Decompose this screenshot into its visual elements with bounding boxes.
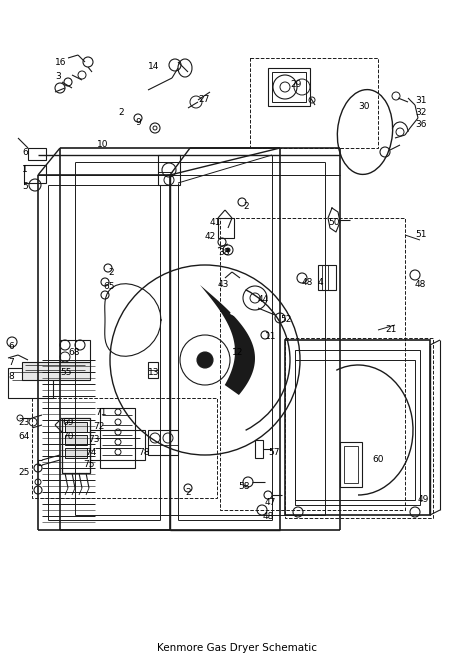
- Text: 21: 21: [385, 325, 396, 334]
- Bar: [8, 368, 53, 398]
- PathPatch shape: [200, 285, 255, 395]
- Bar: [318, 265, 336, 290]
- Text: 52: 52: [280, 315, 292, 324]
- Bar: [22, 362, 90, 380]
- Bar: [344, 446, 358, 483]
- Circle shape: [226, 248, 230, 252]
- Text: 31: 31: [415, 96, 427, 105]
- Text: 38: 38: [218, 248, 229, 257]
- Text: 7: 7: [8, 358, 14, 367]
- Bar: [158, 155, 180, 185]
- Text: 71: 71: [95, 408, 107, 417]
- Text: 48: 48: [263, 512, 274, 521]
- Text: 8: 8: [8, 372, 14, 381]
- Bar: [218, 218, 234, 238]
- Text: 42: 42: [205, 232, 216, 241]
- Bar: [295, 350, 420, 505]
- Text: 48: 48: [415, 280, 427, 289]
- Bar: [285, 338, 433, 518]
- Text: 44: 44: [258, 295, 269, 304]
- Text: 9: 9: [135, 118, 141, 127]
- Text: 57: 57: [268, 448, 280, 457]
- Bar: [255, 440, 263, 458]
- Text: 75: 75: [83, 460, 94, 469]
- Text: 25: 25: [18, 468, 29, 477]
- Text: 65: 65: [103, 282, 115, 291]
- Text: 43: 43: [218, 280, 229, 289]
- Circle shape: [197, 352, 213, 368]
- Text: 72: 72: [93, 422, 104, 431]
- Text: 2: 2: [108, 268, 114, 277]
- Text: 32: 32: [415, 108, 427, 117]
- Bar: [28, 148, 46, 160]
- Text: 11: 11: [265, 332, 276, 341]
- Text: 64: 64: [18, 432, 29, 441]
- Bar: [65, 422, 87, 432]
- Text: 50: 50: [328, 218, 339, 227]
- Text: 5: 5: [22, 182, 28, 191]
- Text: 6: 6: [8, 342, 14, 351]
- Bar: [250, 58, 378, 148]
- Bar: [62, 418, 90, 473]
- Text: 41: 41: [210, 218, 221, 227]
- Text: 2: 2: [118, 108, 124, 117]
- Text: 30: 30: [358, 102, 370, 111]
- Text: 14: 14: [148, 62, 159, 71]
- Text: 4: 4: [318, 278, 324, 287]
- Text: 49: 49: [418, 495, 429, 504]
- Text: 70: 70: [62, 432, 73, 441]
- Text: Kenmore Gas Dryer Schematic: Kenmore Gas Dryer Schematic: [157, 643, 317, 653]
- Text: 13: 13: [148, 368, 159, 377]
- Text: 48: 48: [302, 278, 313, 287]
- Text: 47: 47: [265, 498, 276, 507]
- Bar: [32, 398, 217, 498]
- Text: 36: 36: [415, 120, 427, 129]
- Text: 16: 16: [55, 58, 66, 67]
- Text: 69: 69: [62, 418, 73, 427]
- Text: 6: 6: [22, 148, 28, 157]
- Bar: [65, 435, 87, 445]
- Text: 73: 73: [88, 435, 100, 444]
- Bar: [285, 340, 430, 515]
- Bar: [295, 360, 415, 500]
- Text: 60: 60: [372, 455, 383, 464]
- Bar: [100, 408, 135, 468]
- Text: 68: 68: [68, 348, 80, 357]
- Bar: [148, 430, 178, 455]
- Bar: [340, 442, 362, 487]
- Bar: [90, 430, 145, 460]
- Text: 58: 58: [238, 482, 249, 491]
- Bar: [60, 340, 90, 362]
- Text: 78: 78: [138, 448, 149, 457]
- Text: 12: 12: [232, 348, 243, 357]
- Text: 23: 23: [18, 418, 29, 427]
- Bar: [148, 362, 158, 378]
- Text: 2: 2: [185, 488, 191, 497]
- Text: 2: 2: [243, 202, 249, 211]
- Text: 74: 74: [85, 448, 96, 457]
- Text: 3: 3: [55, 72, 61, 81]
- Text: 55: 55: [60, 368, 72, 377]
- Text: 1: 1: [22, 165, 28, 174]
- Bar: [24, 165, 46, 183]
- Text: 27: 27: [198, 95, 210, 104]
- Text: 10: 10: [97, 140, 109, 149]
- Bar: [65, 448, 87, 458]
- Bar: [272, 72, 306, 102]
- Bar: [220, 218, 405, 510]
- Bar: [268, 68, 310, 106]
- Text: 51: 51: [415, 230, 427, 239]
- Text: 29: 29: [290, 80, 301, 89]
